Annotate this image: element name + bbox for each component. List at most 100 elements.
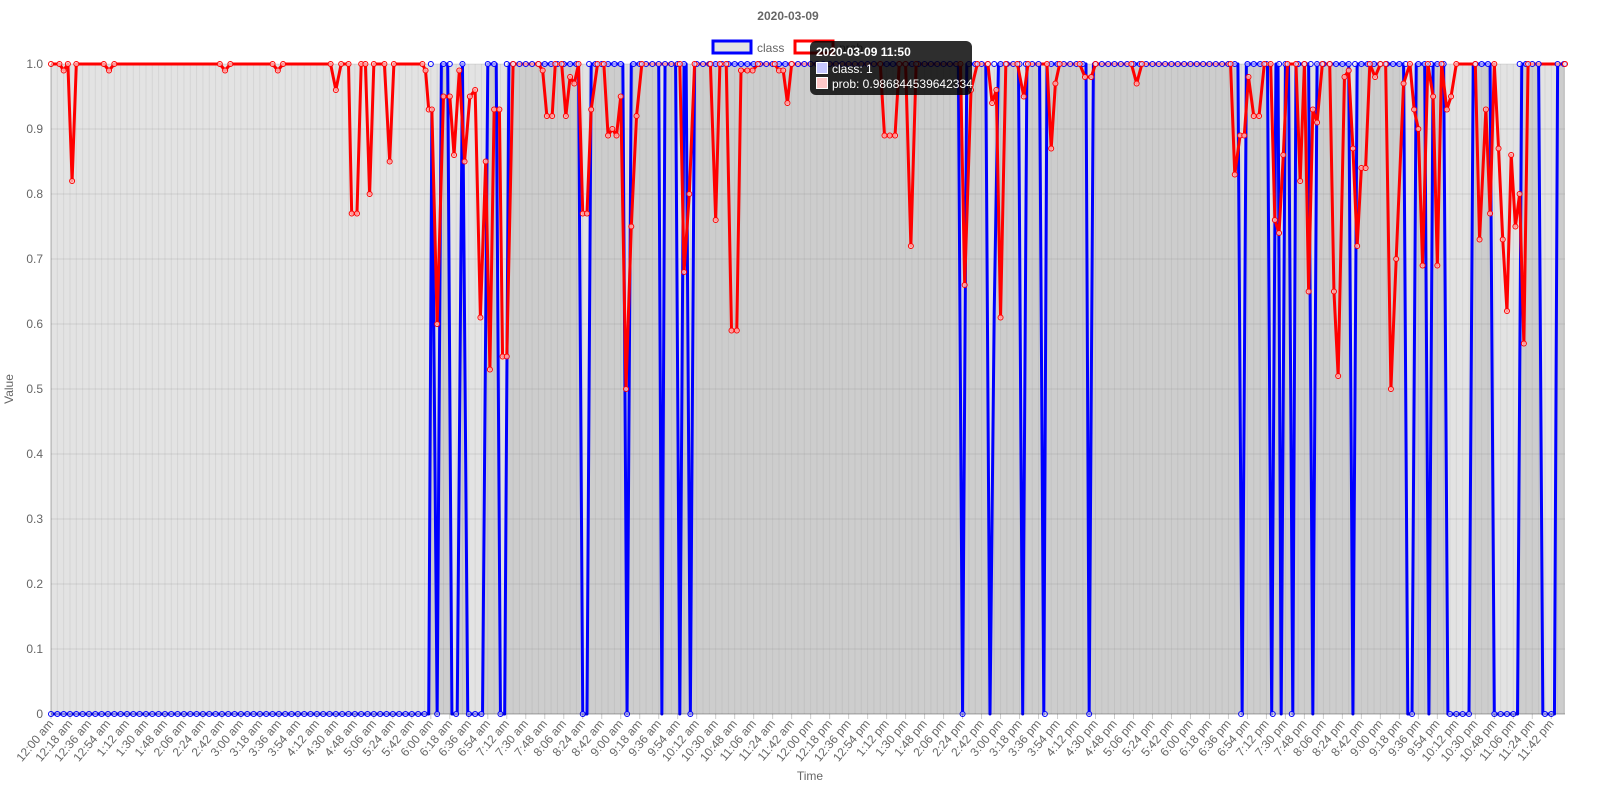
point-prob[interactable] [738, 67, 745, 74]
point-class[interactable] [453, 711, 460, 717]
point-prob[interactable] [332, 87, 339, 93]
point-class[interactable] [136, 711, 143, 717]
point-prob[interactable] [1366, 61, 1373, 67]
point-prob[interactable] [617, 93, 624, 100]
point-class[interactable] [1162, 61, 1169, 67]
point-class[interactable] [351, 711, 358, 717]
point-prob[interactable] [1476, 236, 1483, 243]
point-class[interactable] [1459, 711, 1466, 717]
point-prob[interactable] [510, 61, 517, 67]
point-prob[interactable] [1335, 373, 1342, 379]
point-prob[interactable] [1411, 106, 1418, 113]
point-prob[interactable] [892, 132, 899, 139]
point-prob[interactable] [338, 61, 345, 67]
point-class[interactable] [123, 711, 130, 717]
point-class[interactable] [1187, 61, 1194, 67]
point-prob[interactable] [588, 106, 595, 113]
point-prob[interactable] [1330, 288, 1337, 295]
point-prob[interactable] [712, 217, 719, 223]
point-prob[interactable] [600, 61, 607, 67]
point-class[interactable] [1484, 61, 1491, 67]
point-class[interactable] [225, 711, 232, 717]
point-class[interactable] [541, 61, 548, 67]
point-class[interactable] [1117, 61, 1124, 67]
point-prob[interactable] [594, 61, 601, 67]
point-prob[interactable] [496, 106, 503, 113]
point-prob[interactable] [1309, 106, 1316, 113]
point-prob[interactable] [728, 327, 735, 334]
point-prob[interactable] [1438, 61, 1445, 67]
point-class[interactable] [763, 61, 770, 67]
point-class[interactable] [60, 711, 67, 717]
point-prob[interactable] [381, 61, 388, 67]
point-prob[interactable] [451, 152, 458, 158]
point-prob[interactable] [1297, 178, 1304, 184]
point-class[interactable] [218, 711, 225, 717]
point-prob[interactable] [1020, 93, 1027, 100]
point-prob[interactable] [428, 106, 435, 113]
point-prob[interactable] [1092, 61, 1099, 67]
point-prob[interactable] [552, 61, 559, 67]
point-class[interactable] [294, 711, 301, 717]
point-class[interactable] [301, 711, 308, 717]
point-prob[interactable] [633, 113, 640, 119]
point-prob[interactable] [1138, 61, 1145, 67]
point-class[interactable] [484, 61, 491, 67]
point-prob[interactable] [1088, 74, 1095, 80]
point-prob[interactable] [1305, 288, 1312, 295]
point-prob[interactable] [993, 87, 1000, 93]
point-prob[interactable] [1419, 262, 1426, 269]
point-class[interactable] [997, 61, 1004, 67]
point-prob[interactable] [56, 61, 63, 67]
point-prob[interactable] [1362, 165, 1369, 171]
point-prob[interactable] [1345, 67, 1352, 74]
point-class[interactable] [408, 711, 415, 717]
point-prob[interactable] [1024, 61, 1031, 67]
point-prob[interactable] [1349, 145, 1356, 152]
point-class[interactable] [586, 61, 593, 67]
point-prob[interactable] [749, 67, 756, 74]
point-class[interactable] [1415, 61, 1422, 67]
point-prob[interactable] [609, 126, 616, 132]
point-prob[interactable] [961, 282, 968, 288]
point-prob[interactable] [1430, 93, 1437, 100]
point-prob[interactable] [605, 132, 612, 139]
point-prob[interactable] [1076, 61, 1083, 67]
point-class[interactable] [282, 711, 289, 717]
point-prob[interactable] [1415, 126, 1422, 132]
point-prob[interactable] [222, 67, 229, 74]
point-prob[interactable] [1276, 230, 1283, 236]
point-class[interactable] [1535, 61, 1542, 67]
point-prob[interactable] [1472, 61, 1479, 67]
point-prob[interactable] [1482, 106, 1489, 113]
point-class[interactable] [1250, 61, 1257, 67]
point-prob[interactable] [491, 106, 498, 113]
point-prob[interactable] [1245, 74, 1252, 80]
point-class[interactable] [117, 711, 124, 717]
point-class[interactable] [529, 61, 536, 67]
point-prob[interactable] [366, 191, 373, 197]
point-prob[interactable] [1271, 217, 1278, 223]
point-class[interactable] [1288, 711, 1295, 717]
point-prob[interactable] [613, 132, 620, 139]
point-class[interactable] [421, 711, 428, 717]
point-prob[interactable] [216, 61, 223, 67]
point-prob[interactable] [628, 223, 635, 230]
point-prob[interactable] [676, 61, 683, 67]
point-prob[interactable] [1491, 61, 1498, 67]
point-class[interactable] [1352, 61, 1359, 67]
point-class[interactable] [1453, 711, 1460, 717]
point-prob[interactable] [1377, 61, 1384, 67]
point-class[interactable] [1111, 61, 1118, 67]
point-prob[interactable] [1487, 210, 1494, 217]
point-class[interactable] [206, 711, 213, 717]
point-prob[interactable] [1387, 386, 1394, 392]
point-class[interactable] [174, 711, 181, 717]
point-class[interactable] [256, 711, 263, 717]
point-prob[interactable] [1267, 61, 1274, 67]
point-class[interactable] [237, 711, 244, 717]
point-class[interactable] [377, 711, 384, 717]
point-prob[interactable] [1520, 340, 1527, 347]
point-prob[interactable] [575, 61, 582, 67]
point-class[interactable] [250, 711, 257, 717]
